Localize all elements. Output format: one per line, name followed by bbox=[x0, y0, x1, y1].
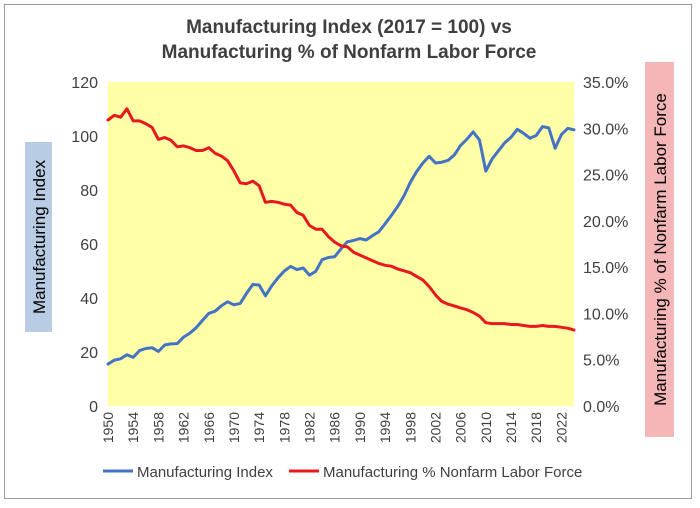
x-tick-label: 2002 bbox=[427, 412, 443, 443]
x-tick-label: 1998 bbox=[402, 412, 418, 443]
x-tick-label: 1966 bbox=[201, 412, 217, 443]
x-tick-label: 2006 bbox=[453, 412, 469, 443]
right-tick-label: 0.0% bbox=[583, 399, 619, 416]
x-tick-label: 1990 bbox=[352, 412, 368, 443]
chart-frame: Manufacturing Index (2017 = 100) vs Manu… bbox=[4, 4, 692, 499]
x-tick-label: 1954 bbox=[125, 412, 141, 443]
right-tick-label: 20.0% bbox=[583, 214, 628, 231]
x-tick-label: 1982 bbox=[302, 412, 318, 443]
left-tick-label: 60 bbox=[80, 237, 98, 254]
left-tick-label: 0 bbox=[89, 399, 98, 416]
right-tick-label: 15.0% bbox=[583, 260, 628, 277]
x-tick-label: 1986 bbox=[327, 412, 343, 443]
left-tick-label: 20 bbox=[80, 345, 98, 362]
chart-title-line-1: Manufacturing Index (2017 = 100) vs bbox=[186, 17, 512, 38]
x-tick-label: 2014 bbox=[503, 412, 519, 443]
x-tick-label: 1974 bbox=[251, 412, 267, 443]
series-line-manufacturing-pct bbox=[106, 107, 576, 332]
left-tick-label: 100 bbox=[71, 129, 98, 146]
x-tick-label: 1958 bbox=[150, 412, 166, 443]
right-tick-label: 10.0% bbox=[583, 306, 628, 323]
chart-svg: Manufacturing Index (2017 = 100) vs Manu… bbox=[25, 17, 674, 481]
x-axis-ticks: 1950 1954 1958 1962 1966 1970 1974 1978 1982 1986… bbox=[100, 412, 569, 443]
x-tick-label: 2022 bbox=[553, 412, 569, 443]
legend: Manufacturing Index Manufacturing % Nonf… bbox=[103, 464, 582, 481]
right-axis-title: Manufacturing % of Nonfarm Labor Force bbox=[651, 93, 670, 406]
legend-label-manufacturing-pct: Manufacturing % Nonfarm Labor Force bbox=[323, 464, 582, 481]
left-tick-label: 40 bbox=[80, 291, 98, 308]
legend-label-manufacturing-index: Manufacturing Index bbox=[137, 464, 273, 481]
right-axis-title-box: Manufacturing % of Nonfarm Labor Force bbox=[645, 62, 674, 437]
x-tick-label: 1978 bbox=[276, 412, 292, 443]
left-tick-label: 80 bbox=[80, 183, 98, 200]
right-axis-ticks: 0.0% 5.0% 10.0% 15.0% 20.0% 25.0% 30.0% 35.0% bbox=[583, 75, 628, 416]
right-tick-label: 5.0% bbox=[583, 353, 619, 370]
left-axis-title-box: Manufacturing Index bbox=[25, 142, 52, 332]
x-tick-label: 2010 bbox=[478, 412, 494, 443]
chart-title-line-2: Manufacturing % of Nonfarm Labor Force bbox=[162, 42, 537, 63]
left-axis-title: Manufacturing Index bbox=[30, 159, 49, 314]
x-tick-label: 1970 bbox=[226, 412, 242, 443]
series-line-manufacturing-index bbox=[106, 125, 576, 366]
x-tick-label: 1994 bbox=[377, 412, 393, 443]
x-tick-label: 1950 bbox=[100, 412, 116, 443]
left-axis-ticks: 0 20 40 60 80 100 120 bbox=[71, 75, 98, 416]
x-tick-label: 1962 bbox=[176, 412, 192, 443]
right-tick-label: 25.0% bbox=[583, 168, 628, 185]
plot-area bbox=[108, 82, 574, 406]
left-tick-label: 120 bbox=[71, 75, 98, 92]
right-tick-label: 35.0% bbox=[583, 75, 628, 92]
x-tick-label: 2018 bbox=[528, 412, 544, 443]
right-tick-label: 30.0% bbox=[583, 121, 628, 138]
series-layer bbox=[106, 107, 576, 366]
